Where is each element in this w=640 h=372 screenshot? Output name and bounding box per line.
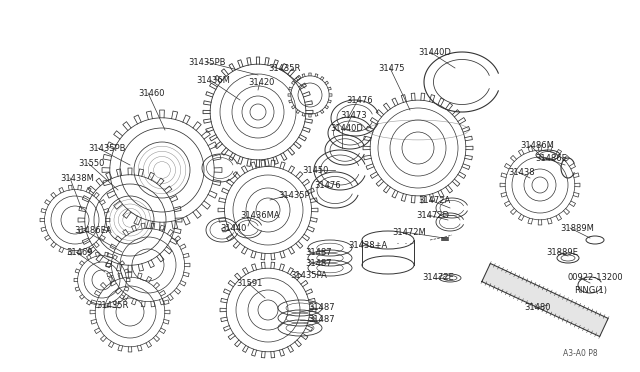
Text: 31487: 31487 [308, 315, 335, 324]
Text: 31438+A: 31438+A [348, 241, 387, 250]
Text: 31889M: 31889M [560, 224, 594, 232]
Text: 31440D: 31440D [330, 124, 363, 132]
Text: 31438: 31438 [508, 167, 534, 176]
Text: 31436MA: 31436MA [240, 211, 280, 219]
Text: 31435P: 31435P [278, 190, 310, 199]
Text: 31889E: 31889E [546, 247, 578, 257]
Text: 31472A: 31472A [418, 196, 451, 205]
Text: 31475: 31475 [378, 64, 404, 73]
Text: 31438M: 31438M [60, 173, 94, 183]
Text: 31435R: 31435R [268, 64, 300, 73]
Text: 31420: 31420 [248, 77, 275, 87]
Text: 31480: 31480 [524, 304, 550, 312]
Text: 31486E: 31486E [535, 154, 567, 163]
Text: 31486M: 31486M [520, 141, 554, 150]
Text: 31472E: 31472E [422, 273, 454, 282]
Text: 31487: 31487 [305, 259, 332, 267]
Text: 31476: 31476 [346, 96, 372, 105]
Text: RING(1): RING(1) [574, 285, 607, 295]
Text: 31591: 31591 [236, 279, 262, 288]
Text: 31486EA: 31486EA [74, 225, 111, 234]
Text: 31435PB: 31435PB [188, 58, 225, 67]
Text: 31440D: 31440D [418, 48, 451, 57]
Text: A3-A0 P8: A3-A0 P8 [563, 349, 598, 358]
Text: 31440: 31440 [220, 224, 246, 232]
Text: 31550: 31550 [78, 158, 104, 167]
Text: 31469: 31469 [66, 247, 93, 257]
Text: 31487: 31487 [308, 304, 335, 312]
Text: 31435PB: 31435PB [88, 144, 125, 153]
Text: 31472M: 31472M [392, 228, 426, 237]
Text: 31473: 31473 [340, 110, 367, 119]
Text: 31435R: 31435R [96, 301, 129, 311]
Text: 31450: 31450 [302, 166, 328, 174]
Text: 31460: 31460 [138, 89, 164, 97]
Polygon shape [482, 263, 608, 337]
Text: 31472D: 31472D [416, 211, 449, 219]
Text: 31435PA: 31435PA [290, 270, 327, 279]
Text: 31436M: 31436M [196, 76, 230, 84]
Text: 31476: 31476 [314, 180, 340, 189]
Text: 31487: 31487 [305, 247, 332, 257]
Text: 00922-13200: 00922-13200 [568, 273, 623, 282]
